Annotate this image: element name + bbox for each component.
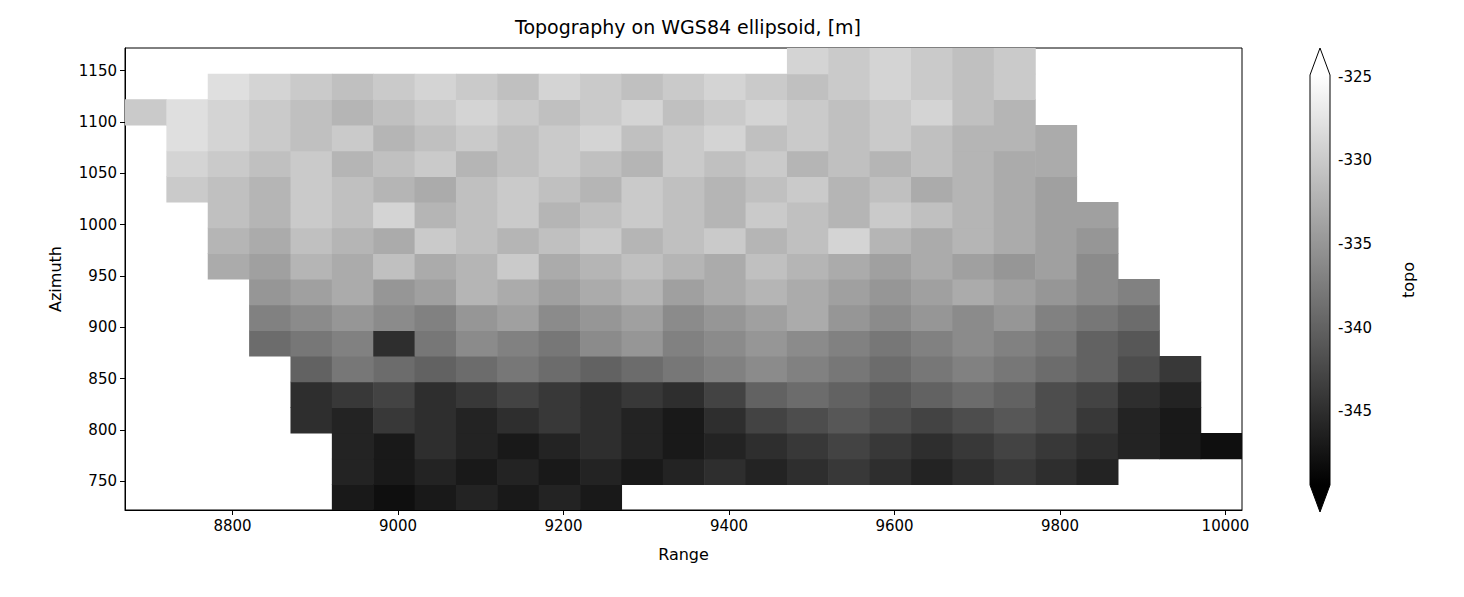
svg-text:9200: 9200 bbox=[544, 517, 582, 535]
svg-text:10000: 10000 bbox=[1202, 517, 1250, 535]
svg-text:9000: 9000 bbox=[379, 517, 417, 535]
svg-text:Range: Range bbox=[658, 545, 709, 564]
svg-text:900: 900 bbox=[88, 318, 117, 336]
svg-text:9600: 9600 bbox=[875, 517, 913, 535]
svg-text:9400: 9400 bbox=[710, 517, 748, 535]
svg-text:1150: 1150 bbox=[79, 62, 117, 80]
svg-text:Topography on WGS84 ellipsoid,: Topography on WGS84 ellipsoid, [m] bbox=[514, 16, 861, 38]
svg-text:-335: -335 bbox=[1338, 235, 1372, 253]
svg-text:950: 950 bbox=[88, 267, 117, 285]
svg-text:9800: 9800 bbox=[1041, 517, 1079, 535]
svg-text:-330: -330 bbox=[1338, 151, 1372, 169]
svg-text:800: 800 bbox=[88, 421, 117, 439]
svg-text:1050: 1050 bbox=[79, 164, 117, 182]
svg-text:-325: -325 bbox=[1338, 68, 1372, 86]
svg-text:850: 850 bbox=[88, 370, 117, 388]
svg-text:-340: -340 bbox=[1338, 319, 1372, 337]
svg-text:1100: 1100 bbox=[79, 113, 117, 131]
svg-text:1000: 1000 bbox=[79, 216, 117, 234]
svg-text:topo: topo bbox=[1399, 262, 1418, 298]
svg-text:8800: 8800 bbox=[213, 517, 251, 535]
svg-text:750: 750 bbox=[88, 472, 117, 490]
svg-text:Azimuth: Azimuth bbox=[46, 246, 65, 312]
svg-text:-345: -345 bbox=[1338, 402, 1372, 420]
